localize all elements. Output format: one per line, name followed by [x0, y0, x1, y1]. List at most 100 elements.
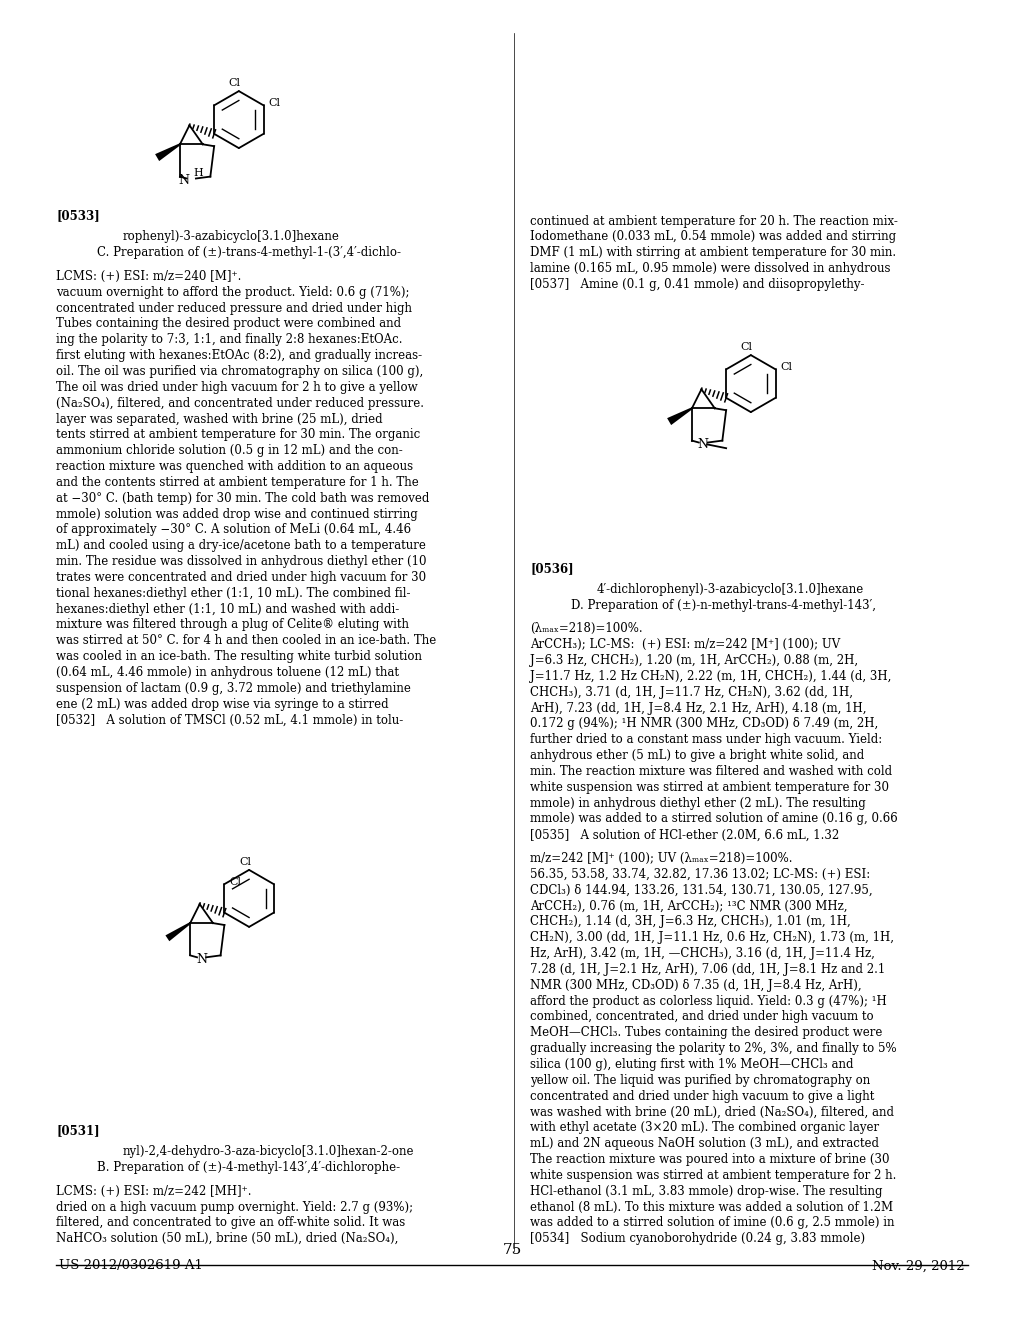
Text: tional hexanes:diethyl ether (1:1, 10 mL). The combined fil-: tional hexanes:diethyl ether (1:1, 10 mL… [56, 586, 411, 599]
Text: filtered, and concentrated to give an off-white solid. It was: filtered, and concentrated to give an of… [56, 1217, 406, 1229]
Text: first eluting with hexanes:EtOAc (8:2), and gradually increas-: first eluting with hexanes:EtOAc (8:2), … [56, 348, 423, 362]
Text: Cl: Cl [228, 78, 241, 88]
Text: gradually increasing the polarity to 2%, 3%, and finally to 5%: gradually increasing the polarity to 2%,… [530, 1043, 897, 1055]
Text: (Na₂SO₄), filtered, and concentrated under reduced pressure.: (Na₂SO₄), filtered, and concentrated und… [56, 396, 424, 409]
Text: yellow oil. The liquid was purified by chromatography on: yellow oil. The liquid was purified by c… [530, 1074, 870, 1086]
Text: B. Preparation of (±)-4-methyl-143′,4′-dichlorophe-: B. Preparation of (±)-4-methyl-143′,4′-d… [97, 1162, 400, 1173]
Text: hexanes:diethyl ether (1:1, 10 mL) and washed with addi-: hexanes:diethyl ether (1:1, 10 mL) and w… [56, 602, 399, 615]
Text: [0533]: [0533] [56, 209, 100, 222]
Text: N: N [196, 953, 207, 966]
Text: min. The residue was dissolved in anhydrous diethyl ether (10: min. The residue was dissolved in anhydr… [56, 554, 427, 568]
Text: ing the polarity to 7:3, 1:1, and finally 2:8 hexanes:EtOAc.: ing the polarity to 7:3, 1:1, and finall… [56, 333, 402, 346]
Text: NMR (300 MHz, CD₃OD) δ 7.35 (d, 1H, J=8.4 Hz, ArH),: NMR (300 MHz, CD₃OD) δ 7.35 (d, 1H, J=8.… [530, 979, 862, 991]
Text: The reaction mixture was poured into a mixture of brine (30: The reaction mixture was poured into a m… [530, 1154, 890, 1166]
Text: reaction mixture was quenched with addition to an aqueous: reaction mixture was quenched with addit… [56, 461, 414, 473]
Text: layer was separated, washed with brine (25 mL), dried: layer was separated, washed with brine (… [56, 412, 383, 425]
Text: rophenyl)-3-azabicyclo[3.1.0]hexane: rophenyl)-3-azabicyclo[3.1.0]hexane [123, 230, 340, 243]
Text: Cl: Cl [229, 878, 242, 887]
Text: oil. The oil was purified via chromatography on silica (100 g),: oil. The oil was purified via chromatogr… [56, 364, 424, 378]
Text: mmole) in anhydrous diethyl ether (2 mL). The resulting: mmole) in anhydrous diethyl ether (2 mL)… [530, 796, 866, 809]
Text: ethanol (8 mL). To this mixture was added a solution of 1.2M: ethanol (8 mL). To this mixture was adde… [530, 1201, 894, 1213]
Text: ammonium chloride solution (0.5 g in 12 mL) and the con-: ammonium chloride solution (0.5 g in 12 … [56, 444, 403, 457]
Text: 7.28 (d, 1H, J=2.1 Hz, ArH), 7.06 (dd, 1H, J=8.1 Hz and 2.1: 7.28 (d, 1H, J=2.1 Hz, ArH), 7.06 (dd, 1… [530, 964, 886, 975]
Text: LCMS: (+) ESI: m/z=242 [MH]⁺.: LCMS: (+) ESI: m/z=242 [MH]⁺. [56, 1185, 252, 1197]
Text: [0532]   A solution of TMSCl (0.52 mL, 4.1 mmole) in tolu-: [0532] A solution of TMSCl (0.52 mL, 4.1… [56, 713, 403, 726]
Text: Cl: Cl [740, 342, 753, 352]
Text: N: N [697, 438, 709, 451]
Text: 56.35, 53.58, 33.74, 32.82, 17.36 13.02; LC-MS: (+) ESI:: 56.35, 53.58, 33.74, 32.82, 17.36 13.02;… [530, 869, 870, 880]
Text: US 2012/0302619 A1: US 2012/0302619 A1 [59, 1259, 204, 1272]
Text: CH₂N), 3.00 (dd, 1H, J=11.1 Hz, 0.6 Hz, CH₂N), 1.73 (m, 1H,: CH₂N), 3.00 (dd, 1H, J=11.1 Hz, 0.6 Hz, … [530, 932, 894, 944]
Text: CHCH₃), 3.71 (d, 1H, J=11.7 Hz, CH₂N), 3.62 (dd, 1H,: CHCH₃), 3.71 (d, 1H, J=11.7 Hz, CH₂N), 3… [530, 685, 853, 698]
Text: further dried to a constant mass under high vacuum. Yield:: further dried to a constant mass under h… [530, 734, 883, 746]
Text: combined, concentrated, and dried under high vacuum to: combined, concentrated, and dried under … [530, 1011, 874, 1023]
Text: mL) and cooled using a dry-ice/acetone bath to a temperature: mL) and cooled using a dry-ice/acetone b… [56, 539, 426, 552]
Text: with ethyl acetate (3×20 mL). The combined organic layer: with ethyl acetate (3×20 mL). The combin… [530, 1122, 880, 1134]
Text: dried on a high vacuum pump overnight. Yield: 2.7 g (93%);: dried on a high vacuum pump overnight. Y… [56, 1201, 414, 1213]
Text: nyl)-2,4-dehydro-3-aza-bicyclo[3.1.0]hexan-2-one: nyl)-2,4-dehydro-3-aza-bicyclo[3.1.0]hex… [123, 1146, 415, 1158]
Text: was added to a stirred solution of imine (0.6 g, 2.5 mmole) in: was added to a stirred solution of imine… [530, 1217, 895, 1229]
Text: Iodomethane (0.033 mL, 0.54 mmole) was added and stirring: Iodomethane (0.033 mL, 0.54 mmole) was a… [530, 230, 897, 243]
Text: HCl-ethanol (3.1 mL, 3.83 mmole) drop-wise. The resulting: HCl-ethanol (3.1 mL, 3.83 mmole) drop-wi… [530, 1185, 883, 1197]
Text: white suspension was stirred at ambient temperature for 2 h.: white suspension was stirred at ambient … [530, 1170, 897, 1181]
Text: D. Preparation of (±)-n-methyl-trans-4-methyl-143′,: D. Preparation of (±)-n-methyl-trans-4-m… [571, 599, 877, 611]
Text: concentrated under reduced pressure and dried under high: concentrated under reduced pressure and … [56, 302, 413, 314]
Text: [0535]   A solution of HCl-ether (2.0M, 6.6 mL, 1.32: [0535] A solution of HCl-ether (2.0M, 6.… [530, 829, 840, 841]
Text: was cooled in an ice-bath. The resulting white turbid solution: was cooled in an ice-bath. The resulting… [56, 649, 422, 663]
Text: (0.64 mL, 4.46 mmole) in anhydrous toluene (12 mL) that: (0.64 mL, 4.46 mmole) in anhydrous tolue… [56, 665, 399, 678]
Text: at −30° C. (bath temp) for 30 min. The cold bath was removed: at −30° C. (bath temp) for 30 min. The c… [56, 492, 430, 504]
Text: H: H [194, 169, 203, 178]
Text: C. Preparation of (±)-trans-4-methyl-1-(3′,4′-dichlo-: C. Preparation of (±)-trans-4-methyl-1-(… [97, 246, 401, 259]
Text: concentrated and dried under high vacuum to give a light: concentrated and dried under high vacuum… [530, 1090, 874, 1102]
Text: [0534]   Sodium cyanoborohydride (0.24 g, 3.83 mmole): [0534] Sodium cyanoborohydride (0.24 g, … [530, 1233, 865, 1245]
Text: vacuum overnight to afford the product. Yield: 0.6 g (71%);: vacuum overnight to afford the product. … [56, 286, 410, 298]
Text: was stirred at 50° C. for 4 h and then cooled in an ice-bath. The: was stirred at 50° C. for 4 h and then c… [56, 634, 436, 647]
Text: DMF (1 mL) with stirring at ambient temperature for 30 min.: DMF (1 mL) with stirring at ambient temp… [530, 246, 897, 259]
Text: [0536]: [0536] [530, 562, 574, 574]
Text: tents stirred at ambient temperature for 30 min. The organic: tents stirred at ambient temperature for… [56, 428, 421, 441]
Text: of approximately −30° C. A solution of MeLi (0.64 mL, 4.46: of approximately −30° C. A solution of M… [56, 524, 412, 536]
Text: ArH), 7.23 (dd, 1H, J=8.4 Hz, 2.1 Hz, ArH), 4.18 (m, 1H,: ArH), 7.23 (dd, 1H, J=8.4 Hz, 2.1 Hz, Ar… [530, 702, 867, 714]
Text: ArCCH₃); LC-MS:  (+) ESI: m/z=242 [M⁺] (100); UV: ArCCH₃); LC-MS: (+) ESI: m/z=242 [M⁺] (1… [530, 639, 841, 651]
Text: trates were concentrated and dried under high vacuum for 30: trates were concentrated and dried under… [56, 570, 426, 583]
Text: afford the product as colorless liquid. Yield: 0.3 g (47%); ¹H: afford the product as colorless liquid. … [530, 995, 887, 1007]
Text: white suspension was stirred at ambient temperature for 30: white suspension was stirred at ambient … [530, 781, 890, 793]
Text: lamine (0.165 mL, 0.95 mmole) were dissolved in anhydrous: lamine (0.165 mL, 0.95 mmole) were disso… [530, 261, 891, 275]
Text: N: N [178, 174, 189, 187]
Text: mixture was filtered through a plug of Celite® eluting with: mixture was filtered through a plug of C… [56, 618, 410, 631]
Text: 0.172 g (94%); ¹H NMR (300 MHz, CD₃OD) δ 7.49 (m, 2H,: 0.172 g (94%); ¹H NMR (300 MHz, CD₃OD) δ… [530, 718, 879, 730]
Text: suspension of lactam (0.9 g, 3.72 mmole) and triethylamine: suspension of lactam (0.9 g, 3.72 mmole)… [56, 681, 412, 694]
Text: silica (100 g), eluting first with 1% MeOH—CHCl₃ and: silica (100 g), eluting first with 1% Me… [530, 1059, 854, 1071]
Text: CDCl₃) δ 144.94, 133.26, 131.54, 130.71, 130.05, 127.95,: CDCl₃) δ 144.94, 133.26, 131.54, 130.71,… [530, 884, 873, 896]
Text: [0531]: [0531] [56, 1125, 100, 1137]
Text: mL) and 2N aqueous NaOH solution (3 mL), and extracted: mL) and 2N aqueous NaOH solution (3 mL),… [530, 1138, 880, 1150]
Text: was washed with brine (20 mL), dried (Na₂SO₄), filtered, and: was washed with brine (20 mL), dried (Na… [530, 1106, 894, 1118]
Text: [0537]   Amine (0.1 g, 0.41 mmole) and diisopropylethy-: [0537] Amine (0.1 g, 0.41 mmole) and dii… [530, 279, 865, 290]
Text: CHCH₂), 1.14 (d, 3H, J=6.3 Hz, CHCH₃), 1.01 (m, 1H,: CHCH₂), 1.14 (d, 3H, J=6.3 Hz, CHCH₃), 1… [530, 916, 851, 928]
Text: and the contents stirred at ambient temperature for 1 h. The: and the contents stirred at ambient temp… [56, 477, 419, 488]
Text: Cl: Cl [780, 363, 793, 372]
Text: Cl: Cl [239, 857, 251, 867]
Text: NaHCO₃ solution (50 mL), brine (50 mL), dried (Na₂SO₄),: NaHCO₃ solution (50 mL), brine (50 mL), … [56, 1233, 398, 1245]
Text: LCMS: (+) ESI: m/z=240 [M]⁺.: LCMS: (+) ESI: m/z=240 [M]⁺. [56, 271, 242, 282]
Polygon shape [155, 144, 180, 161]
Text: mmole) was added to a stirred solution of amine (0.16 g, 0.66: mmole) was added to a stirred solution o… [530, 813, 898, 825]
Text: ene (2 mL) was added drop wise via syringe to a stirred: ene (2 mL) was added drop wise via syrin… [56, 697, 389, 710]
Text: m/z=242 [M]⁺ (100); UV (λₘₐₓ=218)=100%.: m/z=242 [M]⁺ (100); UV (λₘₐₓ=218)=100%. [530, 853, 793, 865]
Text: mmole) solution was added drop wise and continued stirring: mmole) solution was added drop wise and … [56, 508, 418, 520]
Text: 75: 75 [503, 1242, 521, 1257]
Text: J=6.3 Hz, CHCH₂), 1.20 (m, 1H, ArCCH₂), 0.88 (m, 2H,: J=6.3 Hz, CHCH₂), 1.20 (m, 1H, ArCCH₂), … [530, 655, 858, 667]
Text: MeOH—CHCl₃. Tubes containing the desired product were: MeOH—CHCl₃. Tubes containing the desired… [530, 1027, 883, 1039]
Polygon shape [166, 923, 190, 941]
Text: Hz, ArH), 3.42 (m, 1H, —CHCH₃), 3.16 (d, 1H, J=11.4 Hz,: Hz, ArH), 3.42 (m, 1H, —CHCH₃), 3.16 (d,… [530, 948, 876, 960]
Text: (λₘₐₓ=218)=100%.: (λₘₐₓ=218)=100%. [530, 623, 643, 635]
Text: continued at ambient temperature for 20 h. The reaction mix-: continued at ambient temperature for 20 … [530, 214, 898, 227]
Text: Cl: Cl [268, 99, 281, 108]
Polygon shape [667, 408, 692, 425]
Text: anhydrous ether (5 mL) to give a bright white solid, and: anhydrous ether (5 mL) to give a bright … [530, 750, 864, 762]
Text: J=11.7 Hz, 1.2 Hz CH₂N), 2.22 (m, 1H, CHCH₂), 1.44 (d, 3H,: J=11.7 Hz, 1.2 Hz CH₂N), 2.22 (m, 1H, CH… [530, 671, 892, 682]
Text: Nov. 29, 2012: Nov. 29, 2012 [872, 1259, 965, 1272]
Text: The oil was dried under high vacuum for 2 h to give a yellow: The oil was dried under high vacuum for … [56, 380, 418, 393]
Text: 4′-dichlorophenyl)-3-azabicyclo[3.1.0]hexane: 4′-dichlorophenyl)-3-azabicyclo[3.1.0]he… [597, 583, 864, 595]
Text: ArCCH₂), 0.76 (m, 1H, ArCCH₂); ¹³C NMR (300 MHz,: ArCCH₂), 0.76 (m, 1H, ArCCH₂); ¹³C NMR (… [530, 900, 848, 912]
